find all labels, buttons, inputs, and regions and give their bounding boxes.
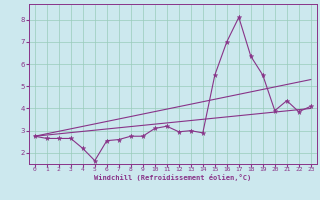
X-axis label: Windchill (Refroidissement éolien,°C): Windchill (Refroidissement éolien,°C) <box>94 174 252 181</box>
